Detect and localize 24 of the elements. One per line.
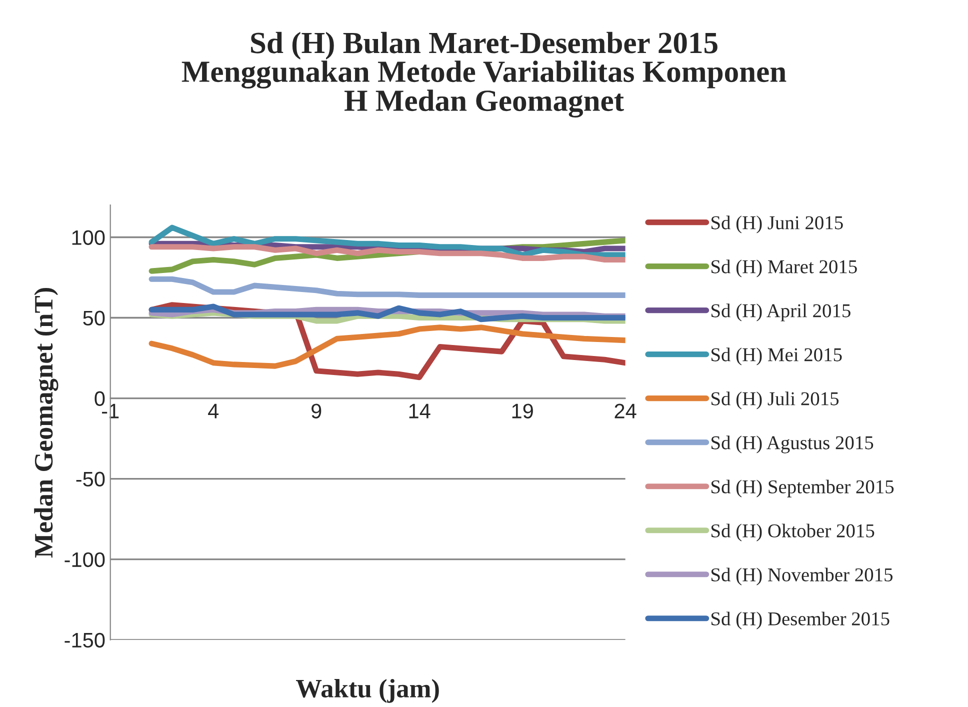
x-axis-title: Waktu (jam) xyxy=(296,678,439,703)
legend-label: Sd (H) Oktober 2015 xyxy=(712,524,874,542)
y-tick-label: 50 xyxy=(83,310,105,326)
x-tick-label: 9 xyxy=(312,404,322,418)
y-tick-label: -150 xyxy=(64,632,105,648)
x-tick-label: 24 xyxy=(614,404,636,418)
x-tick-label: 14 xyxy=(409,404,430,418)
legend-label: Sd (H) Maret 2015 xyxy=(712,260,857,278)
legend-label: Sd (H) Juni 2015 xyxy=(712,216,843,234)
chart-title: Sd (H) Bulan Maret-Desember 2015 Menggunakan Metode Variabilitas Komponen H Medan Geomagnet xyxy=(182,32,786,118)
x-tick-label: 19 xyxy=(512,404,533,418)
y-tick-label: -50 xyxy=(76,472,105,487)
x-tick-label: 4 xyxy=(208,404,219,418)
y-axis-title: Medan Geomagnet (nT) xyxy=(34,288,58,558)
legend-label: Sd (H) April 2015 xyxy=(712,304,850,322)
y-tick-label: -100 xyxy=(64,552,105,568)
legend-label: Sd (H) Desember 2015 xyxy=(712,612,890,630)
legend-label: Sd (H) Agustus 2015 xyxy=(712,436,874,454)
legend-label: Sd (H) Mei 2015 xyxy=(712,348,842,366)
y-tick-label: 100 xyxy=(72,230,105,245)
legend-label: Sd (H) November 2015 xyxy=(712,568,893,586)
y-tick-label: 0 xyxy=(94,391,105,406)
legend-label: Sd (H) Juli 2015 xyxy=(712,392,839,410)
legend-label: Sd (H) September 2015 xyxy=(712,480,894,498)
